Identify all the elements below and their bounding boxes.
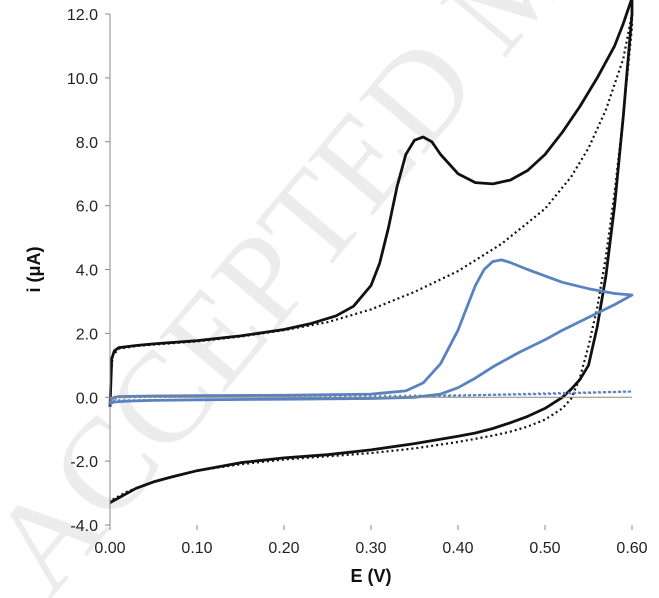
y-tick-labels: -4.0 -2.0 0.0 2.0 4.0 6.0 8.0 10.0 12.0 [67, 7, 98, 535]
y-axis-title: i (μA) [24, 246, 44, 292]
x-tick-label: 0.50 [529, 540, 560, 557]
series-line-1-solid [108, 0, 634, 504]
series-line-2-dotted [108, 12, 634, 502]
y-tick-label: -2.0 [70, 454, 98, 471]
y-tick-label: 10.0 [67, 71, 98, 88]
x-tick-label: 0.10 [181, 540, 212, 557]
series-line-4-dotted [109, 390, 634, 403]
x-tick-labels: 0.00 0.10 0.20 0.30 0.40 0.50 0.60 [94, 540, 647, 557]
y-tick-label: -4.0 [70, 518, 98, 535]
x-tick-label: 0.20 [268, 540, 299, 557]
x-tick-label: 0.60 [616, 540, 647, 557]
axes-layer [105, 13, 633, 530]
x-axis-title: E (V) [350, 566, 391, 586]
y-tick-label: 12.0 [67, 7, 98, 24]
y-tick-label: 2.0 [76, 326, 98, 343]
x-tick-label: 0.40 [442, 540, 473, 557]
y-tick-label: 0.0 [76, 390, 98, 407]
y-tick-label: 8.0 [76, 135, 98, 152]
y-tick-label: 4.0 [76, 263, 98, 280]
y-tick-label: 6.0 [76, 199, 98, 216]
x-tick-label: 0.30 [355, 540, 386, 557]
x-tick-label: 0.00 [94, 540, 125, 557]
